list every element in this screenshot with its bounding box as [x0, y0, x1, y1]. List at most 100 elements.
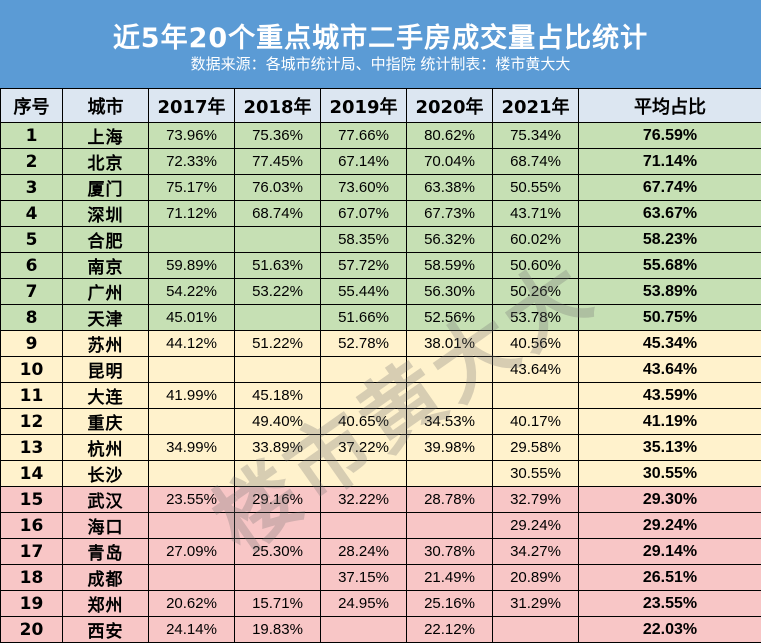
- value-2021: 34.27%: [493, 539, 579, 565]
- value-2019: 37.22%: [321, 435, 407, 461]
- page-title: 近5年20个重点城市二手房成交量占比统计: [0, 16, 761, 55]
- city-name: 西安: [63, 617, 149, 643]
- value-2020: 70.04%: [407, 149, 493, 175]
- value-2021: 30.55%: [493, 461, 579, 487]
- value-2020: 34.53%: [407, 409, 493, 435]
- city-name: 长沙: [63, 461, 149, 487]
- average-share: 71.14%: [579, 149, 761, 175]
- row-number: 17: [1, 539, 63, 565]
- value-2021: 29.24%: [493, 513, 579, 539]
- city-name: 天津: [63, 305, 149, 331]
- value-2017: 20.62%: [149, 591, 235, 617]
- value-2018: 49.40%: [235, 409, 321, 435]
- value-2017: [149, 357, 235, 383]
- city-name: 郑州: [63, 591, 149, 617]
- row-number: 7: [1, 279, 63, 305]
- value-2017: 75.17%: [149, 175, 235, 201]
- value-2018: 51.22%: [235, 331, 321, 357]
- row-number: 12: [1, 409, 63, 435]
- value-2019: [321, 357, 407, 383]
- value-2019: 73.60%: [321, 175, 407, 201]
- value-2017: 45.01%: [149, 305, 235, 331]
- value-2020: 67.73%: [407, 201, 493, 227]
- row-number: 15: [1, 487, 63, 513]
- value-2017: 41.99%: [149, 383, 235, 409]
- value-2017: 54.22%: [149, 279, 235, 305]
- value-2017: 73.96%: [149, 123, 235, 149]
- header-banner: 近5年20个重点城市二手房成交量占比统计 数据来源：各城市统计局、中指院 统计制…: [0, 0, 761, 89]
- value-2019: 55.44%: [321, 279, 407, 305]
- value-2019: [321, 617, 407, 643]
- row-number: 18: [1, 565, 63, 591]
- value-2021: 32.79%: [493, 487, 579, 513]
- average-share: 26.51%: [579, 565, 761, 591]
- average-share: 23.55%: [579, 591, 761, 617]
- row-number: 3: [1, 175, 63, 201]
- value-2017: 44.12%: [149, 331, 235, 357]
- row-number: 1: [1, 123, 63, 149]
- average-share: 43.59%: [579, 383, 761, 409]
- value-2019: 24.95%: [321, 591, 407, 617]
- col-header-no: 序号: [1, 89, 63, 123]
- value-2020: [407, 461, 493, 487]
- average-share: 30.55%: [579, 461, 761, 487]
- data-table: 序号 城市 2017年 2018年 2019年 2020年 2021年 平均占比…: [0, 88, 761, 643]
- city-name: 广州: [63, 279, 149, 305]
- value-2021: 43.71%: [493, 201, 579, 227]
- value-2017: 24.14%: [149, 617, 235, 643]
- value-2021: 68.74%: [493, 149, 579, 175]
- value-2021: 29.58%: [493, 435, 579, 461]
- value-2020: [407, 357, 493, 383]
- average-share: 50.75%: [579, 305, 761, 331]
- value-2020: 56.30%: [407, 279, 493, 305]
- average-share: 67.74%: [579, 175, 761, 201]
- col-header-2021: 2021年: [493, 89, 579, 123]
- value-2019: [321, 513, 407, 539]
- value-2017: 23.55%: [149, 487, 235, 513]
- value-2019: 32.22%: [321, 487, 407, 513]
- value-2019: 37.15%: [321, 565, 407, 591]
- value-2019: 28.24%: [321, 539, 407, 565]
- value-2020: 22.12%: [407, 617, 493, 643]
- value-2020: 52.56%: [407, 305, 493, 331]
- col-header-2017: 2017年: [149, 89, 235, 123]
- value-2021: 43.64%: [493, 357, 579, 383]
- value-2021: 53.78%: [493, 305, 579, 331]
- value-2020: 38.01%: [407, 331, 493, 357]
- value-2021: [493, 617, 579, 643]
- value-2020: 39.98%: [407, 435, 493, 461]
- row-number: 6: [1, 253, 63, 279]
- value-2021: 40.56%: [493, 331, 579, 357]
- value-2017: 71.12%: [149, 201, 235, 227]
- row-number: 8: [1, 305, 63, 331]
- city-name: 重庆: [63, 409, 149, 435]
- value-2018: 45.18%: [235, 383, 321, 409]
- value-2020: [407, 513, 493, 539]
- city-name: 昆明: [63, 357, 149, 383]
- value-2018: 19.83%: [235, 617, 321, 643]
- header-row: 序号 城市 2017年 2018年 2019年 2020年 2021年 平均占比: [1, 89, 761, 123]
- average-share: 29.14%: [579, 539, 761, 565]
- value-2021: 60.02%: [493, 227, 579, 253]
- col-header-2018: 2018年: [235, 89, 321, 123]
- value-2018: [235, 513, 321, 539]
- value-2021: 50.26%: [493, 279, 579, 305]
- value-2021: 31.29%: [493, 591, 579, 617]
- value-2017: 59.89%: [149, 253, 235, 279]
- city-name: 杭州: [63, 435, 149, 461]
- col-header-city: 城市: [63, 89, 149, 123]
